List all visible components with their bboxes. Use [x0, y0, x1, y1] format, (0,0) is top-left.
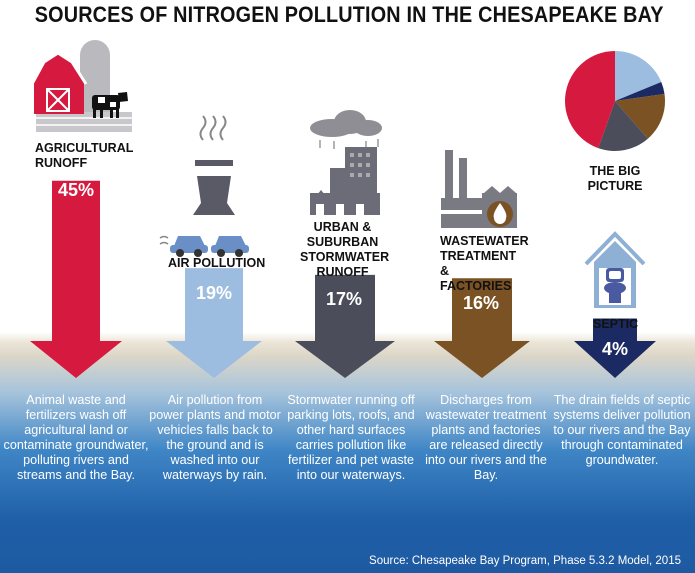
description-air: Air pollution from power plants and moto… — [149, 393, 281, 482]
page-title: SOURCES OF NITROGEN POLLUTION IN THE CHE… — [34, 2, 664, 27]
pie-slice-2 — [615, 51, 662, 101]
description-septic: The drain fields of septic systems deliv… — [553, 393, 691, 467]
value-label-urban: 17% — [325, 289, 363, 309]
bar-arrow-3 — [295, 274, 395, 378]
rain-cloud-icon — [310, 110, 382, 149]
description-urban: Stormwater running off parking lots, roo… — [287, 393, 415, 482]
pie-chart — [565, 51, 665, 152]
pie-slice-3 — [598, 101, 648, 152]
value-label-agricultural: 45% — [57, 180, 95, 200]
source-note: Source: Chesapeake Bay Program, Phase 5.… — [369, 555, 681, 567]
description-wastewater: Discharges from wastewater treatment pla… — [425, 393, 547, 482]
bar-arrow-2 — [166, 268, 262, 378]
car-icon — [159, 235, 249, 257]
pie-slice-5 — [615, 82, 665, 101]
cow-icon — [92, 92, 128, 118]
value-label-septic: 4% — [601, 339, 628, 359]
pie-slice-1 — [565, 51, 615, 149]
category-label-septic: SEPTIC — [593, 317, 639, 331]
pie-title: THE BIG PICTURE — [587, 164, 643, 193]
category-label-urban: URBAN & SUBURBAN STORMWATER RUNOFF — [300, 220, 390, 279]
value-label-wastewater: 16% — [462, 293, 500, 313]
value-label-air: 19% — [195, 283, 233, 303]
toilet-icon — [604, 268, 626, 303]
city-icon — [310, 147, 380, 215]
pie-slice-4 — [615, 94, 665, 139]
category-label-wastewater: WASTEWATER TREATMENT & FACTORIES — [440, 234, 529, 293]
power-plant-icon — [193, 115, 235, 215]
bar-arrow-4 — [434, 278, 530, 378]
category-label-air: AIR POLLUTION — [168, 256, 266, 270]
water-drop-icon — [487, 201, 513, 227]
bar-arrow-1 — [30, 180, 122, 378]
category-label-agricultural: AGRICULTURAL RUNOFF — [35, 141, 134, 170]
bar-arrow-5 — [574, 318, 656, 378]
description-agricultural: Animal waste and fertilizers wash off ag… — [3, 393, 149, 482]
